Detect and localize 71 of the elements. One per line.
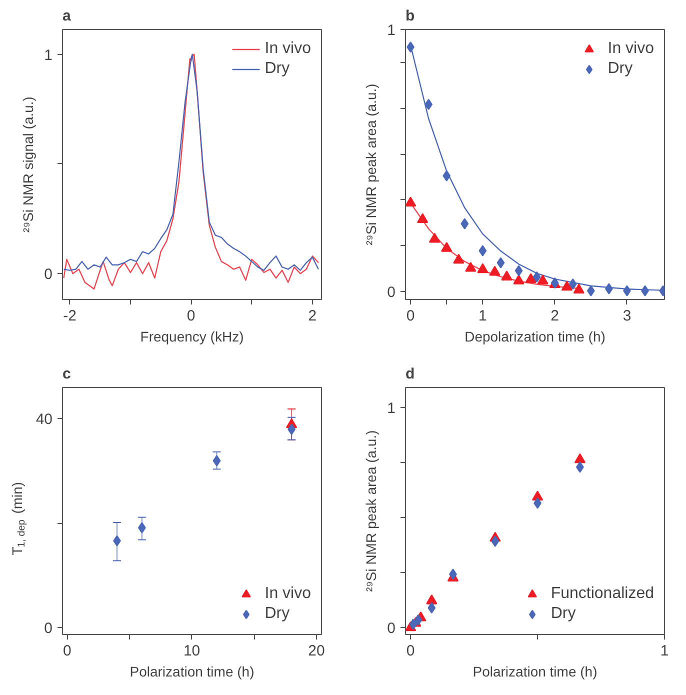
y-tick-label: 0 — [44, 266, 52, 284]
point — [532, 271, 541, 283]
legend-label: Dry — [608, 60, 633, 78]
y-tick-label: 0 — [387, 620, 396, 638]
legend-label: In vivo — [608, 40, 654, 58]
point — [414, 614, 422, 626]
x-tick-label: 0 — [186, 308, 196, 324]
chart-title: c — [62, 366, 71, 382]
x-tick-label: 1 — [660, 642, 669, 660]
point — [428, 232, 440, 243]
point — [568, 278, 577, 290]
legend-label: In vivo — [264, 585, 311, 603]
point — [477, 263, 488, 274]
legend-label: In vivo — [264, 40, 311, 58]
legend-label: Functionalized — [550, 585, 654, 603]
y-tick-label: 0 — [387, 284, 396, 302]
x-axis-title: Polarization time (h) — [130, 664, 254, 680]
x-tick-label: 2 — [308, 308, 317, 324]
point — [453, 254, 464, 264]
point — [574, 453, 586, 464]
point — [442, 170, 451, 182]
y-axis-title: ²⁹Si NMR peak area (a.u.) — [363, 430, 380, 592]
x-axis-title: Depolarization time (h) — [464, 328, 606, 344]
legend-label: Dry — [550, 605, 576, 623]
x-tick-label: 0 — [62, 642, 72, 660]
point — [489, 266, 500, 276]
x-tick-label: 1 — [478, 308, 487, 324]
point — [428, 602, 436, 614]
x-tick-label: 0 — [406, 308, 415, 324]
point — [409, 618, 418, 630]
y-axis-title: T1, dep (min) — [9, 482, 28, 556]
y-tick-label: 1 — [387, 22, 396, 39]
chart-title: b — [406, 8, 415, 24]
y-axis-title: ²⁹Si NMR signal (a.u.) — [20, 96, 36, 232]
point — [406, 196, 416, 207]
chart-title: d — [406, 366, 415, 382]
x-axis-title: Polarization time (h) — [472, 664, 598, 680]
x-tick-label: 2 — [550, 308, 560, 324]
point — [561, 280, 572, 291]
y-tick-label: 40 — [36, 410, 53, 428]
point — [514, 265, 523, 276]
x-tick-label: 20 — [308, 642, 325, 660]
y-tick-label: 0 — [44, 620, 52, 638]
point — [441, 242, 452, 252]
point — [424, 98, 433, 110]
point — [460, 218, 469, 230]
point — [491, 536, 500, 547]
point — [478, 245, 487, 256]
chart-title: a — [62, 8, 72, 24]
x-tick-label: -2 — [63, 308, 76, 324]
y-tick-label: 1 — [387, 400, 396, 418]
point — [465, 262, 476, 272]
x-axis-title: Frequency (kHz) — [140, 328, 244, 344]
y-tick-label: 1 — [44, 46, 52, 64]
point — [537, 274, 548, 284]
legend-label: Dry — [264, 605, 290, 623]
point — [426, 594, 438, 604]
legend-label: Dry — [264, 60, 290, 78]
point — [501, 270, 512, 280]
x-tick-label: 10 — [183, 642, 200, 660]
point — [288, 424, 296, 435]
point — [573, 284, 584, 294]
y-axis-title: ²⁹Si NMR peak area (a.u.) — [363, 84, 380, 246]
point — [525, 273, 536, 284]
point — [417, 213, 428, 224]
x-tick-label: 3 — [622, 308, 632, 324]
point — [513, 274, 524, 284]
point — [586, 285, 595, 296]
point — [496, 257, 505, 268]
x-tick-label: 0 — [406, 642, 415, 660]
point — [212, 455, 221, 466]
